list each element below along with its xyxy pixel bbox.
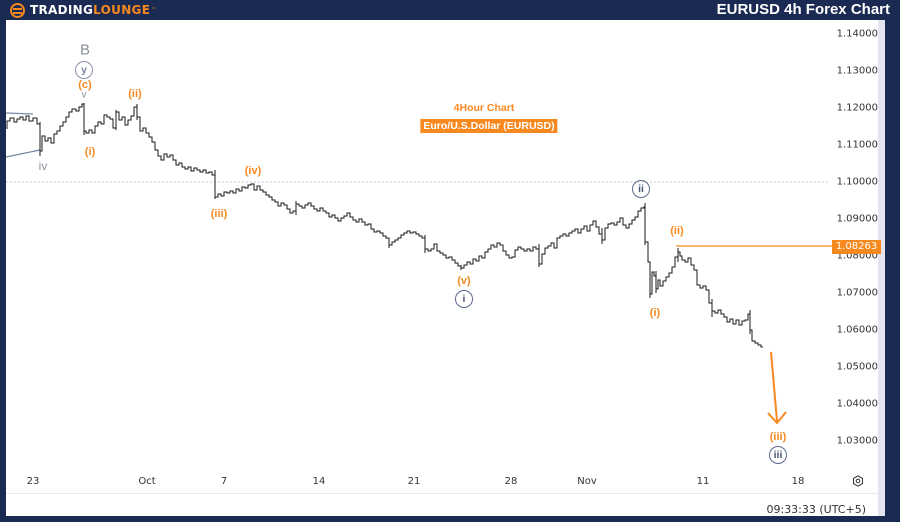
wave-label-v: (v) xyxy=(457,275,471,287)
time-tick: Oct xyxy=(138,476,156,487)
wave-label-B: B xyxy=(79,41,91,59)
wave-label-iii-2: (iii) xyxy=(769,431,787,443)
time-tick: 23 xyxy=(26,476,40,487)
wave-label-i-circle: i xyxy=(455,290,473,308)
wave-label-c: (c) xyxy=(78,79,92,91)
chart-title: EURUSD 4h Forex Chart xyxy=(716,1,890,18)
price-tick: 1.13000 xyxy=(836,65,878,77)
price-axis-strip xyxy=(878,20,885,516)
price-tick: 1.09000 xyxy=(836,213,878,225)
brand-logo: TradingLounge ™ xyxy=(10,1,156,19)
projection-arrow-line xyxy=(770,351,778,422)
time-tick: 28 xyxy=(504,476,518,487)
header-bar: TradingLounge ™ EURUSD 4h Forex Chart xyxy=(0,0,900,20)
wave-label-iii-1: (iii) xyxy=(210,208,228,220)
price-tick: 1.05000 xyxy=(836,361,878,373)
time-tick: 11 xyxy=(696,476,710,487)
price-tick: 1.03000 xyxy=(836,435,878,447)
trendline-upper xyxy=(5,112,34,115)
projection-arrowhead xyxy=(767,411,787,425)
wave-label-i-2: (i) xyxy=(649,307,661,319)
wave-label-y-circle: y xyxy=(75,61,93,79)
instrument-label: Euro/U.S.Dollar (EURUSD) xyxy=(420,119,558,133)
price-tick: 1.11000 xyxy=(836,139,878,151)
time-axis-divider xyxy=(6,493,878,494)
wave-label-ii-2: (ii) xyxy=(670,225,684,237)
time-tick: 7 xyxy=(220,476,228,487)
price-tick: 1.10000 xyxy=(836,176,878,188)
price-tick: 1.14000 xyxy=(836,28,878,40)
time-tick: 14 xyxy=(312,476,326,487)
current-price-tag: 1.08263 xyxy=(832,240,881,254)
brand-name: TradingLounge xyxy=(30,3,150,17)
wave-label-iv: (iv) xyxy=(244,165,262,177)
trademark: ™ xyxy=(151,7,157,13)
price-bars xyxy=(6,103,763,348)
time-tick: Nov xyxy=(577,476,597,487)
wave-label-iv-small: iv xyxy=(38,159,48,173)
clock-label: 09:33:33 (UTC+5) xyxy=(766,503,866,516)
brand-name-part1: Trading xyxy=(30,3,94,17)
time-tick: 21 xyxy=(407,476,421,487)
time-tick: 18 xyxy=(791,476,805,487)
brand-name-part2: Lounge xyxy=(93,3,151,17)
price-tick: 1.07000 xyxy=(836,287,878,299)
price-tick: 1.06000 xyxy=(836,324,878,336)
wave-label-ii-1: (ii) xyxy=(128,88,142,100)
chart-panel[interactable] xyxy=(6,20,878,516)
wave-label-iii-circle: iii xyxy=(769,446,787,464)
wave-label-i-1: (i) xyxy=(84,146,96,158)
frame-bottom xyxy=(0,516,900,522)
logo-icon xyxy=(10,2,25,18)
chart-settings-icon[interactable] xyxy=(852,475,864,487)
wave-label-ii-circle: ii xyxy=(632,180,650,198)
price-tick: 1.12000 xyxy=(836,102,878,114)
price-tick: 1.04000 xyxy=(836,398,878,410)
wave-label-v-small: v xyxy=(81,89,87,101)
trendline-lower xyxy=(5,149,41,158)
timeframe-label: 4Hour Chart xyxy=(453,102,515,114)
price-tick: 1.08000 xyxy=(836,250,878,262)
